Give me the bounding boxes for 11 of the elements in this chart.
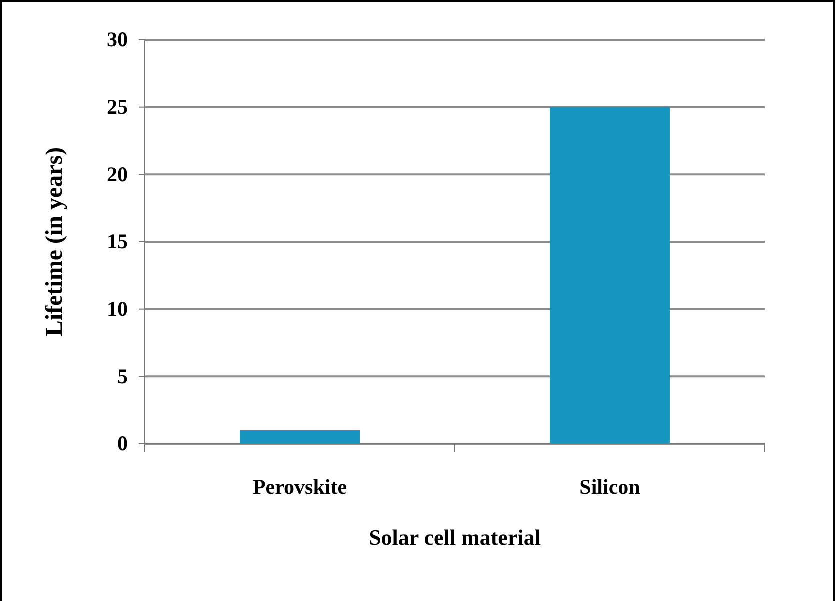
y-tick-label: 0 — [118, 432, 128, 456]
x-tick-label: Silicon — [580, 475, 641, 499]
y-tick-label: 30 — [107, 28, 128, 52]
y-tick-label: 15 — [107, 230, 128, 254]
y-tick-label: 5 — [118, 364, 128, 388]
y-tick-label: 25 — [107, 95, 128, 120]
x-axis-title: Solar cell material — [369, 525, 541, 550]
y-axis-title: Lifetime (in years) — [42, 147, 68, 337]
y-tick-label: 20 — [107, 162, 128, 186]
y-tick-label: 10 — [107, 297, 128, 322]
x-tick-label: Perovskite — [252, 475, 348, 499]
